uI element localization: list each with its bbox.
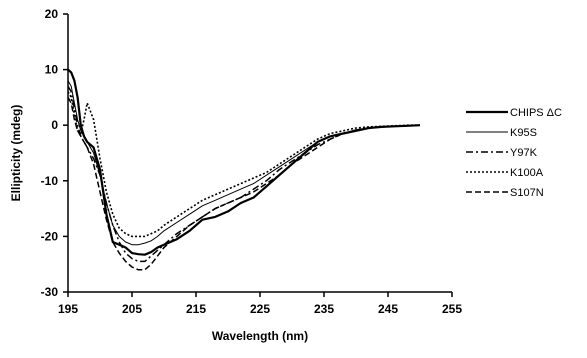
y-axis-ticks: 20 10 0 -10 -20 -30 (41, 7, 68, 299)
y-tick-label: 0 (51, 118, 58, 132)
legend-label: K95S (510, 127, 537, 139)
x-tick-label: 225 (250, 302, 270, 316)
x-axis-ticks: 195 205 215 225 235 245 255 (58, 292, 462, 316)
y-tick-label: -30 (41, 285, 59, 299)
plot-series (67, 68, 421, 271)
legend-label: S107N (510, 187, 544, 199)
x-tick-label: 195 (58, 302, 78, 316)
y-axis-title: Ellipticity (mdeg) (9, 105, 23, 202)
x-tick-label: 205 (122, 302, 142, 316)
series-line-3 (67, 85, 421, 263)
y-tick-label: 20 (45, 7, 59, 21)
series-line-4 (67, 91, 420, 238)
x-tick-label: 235 (314, 302, 334, 316)
legend-label: CHIPS ΔC (510, 107, 562, 119)
legend: CHIPS ΔC K95S Y97K K100A S107N (466, 107, 562, 199)
series-line-5 (67, 97, 421, 271)
y-tick-label: -10 (41, 174, 59, 188)
x-tick-label: 255 (442, 302, 462, 316)
legend-label: Y97K (510, 147, 538, 159)
y-tick-label: -20 (41, 229, 59, 243)
y-tick-label: 10 (45, 63, 59, 77)
series-line-2 (67, 80, 421, 246)
x-axis-title: Wavelength (nm) (212, 329, 308, 343)
series-line-1 (67, 68, 421, 256)
x-tick-label: 245 (378, 302, 398, 316)
legend-label: K100A (510, 167, 544, 179)
x-tick-label: 215 (186, 302, 206, 316)
